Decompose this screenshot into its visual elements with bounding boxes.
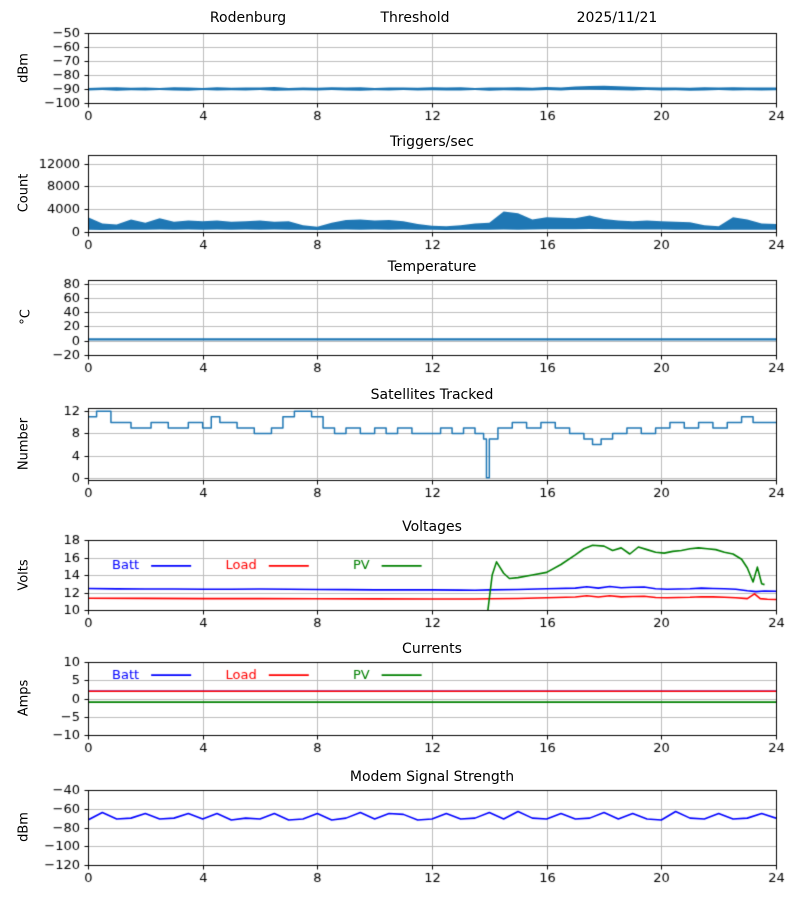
header-mode-label: Threshold bbox=[380, 10, 450, 26]
ylabel-amps: Amps bbox=[16, 679, 32, 717]
header-date: 2025/11/21 bbox=[576, 10, 658, 26]
chart-title-temperature: Temperature bbox=[387, 259, 477, 275]
ylabel-degrees-c: °C bbox=[18, 309, 34, 325]
chart-title-modem: Modem Signal Strength bbox=[349, 769, 515, 785]
chart-title-currents: Currents bbox=[402, 641, 462, 657]
ylabel-noise-dbm: dBm bbox=[16, 53, 32, 83]
chart-title-voltages: Voltages bbox=[402, 519, 462, 535]
chart-title-triggers: Triggers/sec bbox=[390, 134, 474, 150]
ylabel-modem-dbm: dBm bbox=[16, 812, 32, 842]
chart-title-satellites: Satellites Tracked bbox=[370, 387, 494, 403]
ylabel-number: Number bbox=[16, 417, 32, 471]
ylabel-volts: Volts bbox=[16, 559, 32, 591]
ylabel-count: Count bbox=[16, 173, 32, 213]
header-site-name: Rodenburg bbox=[209, 10, 287, 26]
